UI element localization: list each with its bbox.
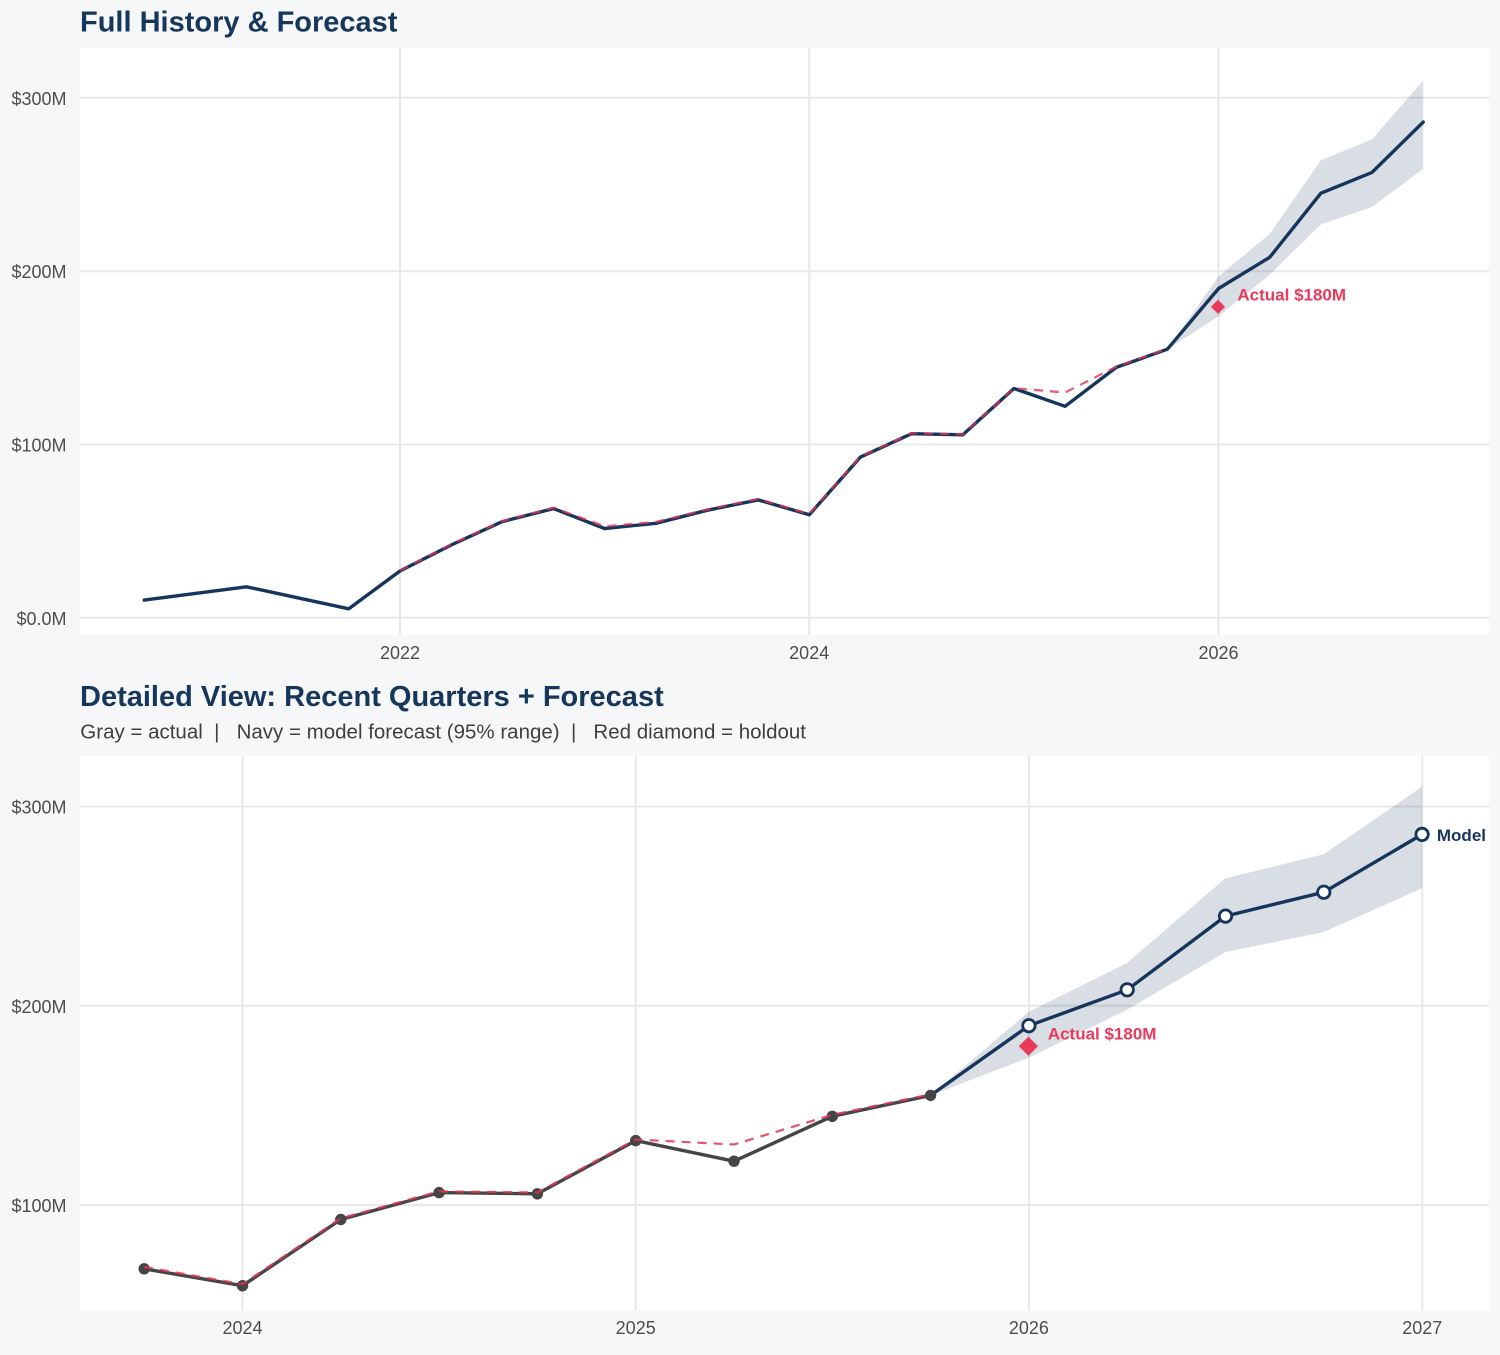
svg-text:2024: 2024 (222, 1318, 262, 1338)
svg-text:$200M: $200M (11, 262, 66, 282)
svg-text:Full History & Forecast: Full History & Forecast (80, 6, 398, 38)
svg-text:2027: 2027 (1402, 1318, 1442, 1338)
svg-text:$300M: $300M (11, 89, 66, 109)
svg-text:Gray = actual | Navy = mode: Gray = actual | Navy = model forecast (9… (80, 721, 806, 744)
svg-text:Actual $180M: Actual $180M (1048, 1025, 1157, 1044)
svg-text:2025: 2025 (616, 1318, 656, 1338)
svg-text:2026: 2026 (1009, 1318, 1049, 1338)
svg-text:$0.0M: $0.0M (16, 609, 66, 629)
svg-text:$100M: $100M (11, 1196, 66, 1216)
svg-text:$100M: $100M (11, 436, 66, 456)
svg-text:Actual $180M: Actual $180M (1237, 285, 1346, 304)
svg-text:2026: 2026 (1198, 643, 1238, 663)
svg-text:Model: Model (1437, 826, 1486, 845)
svg-text:2022: 2022 (380, 643, 420, 663)
svg-text:2024: 2024 (789, 643, 829, 663)
svg-text:Detailed View: Recent Quarters: Detailed View: Recent Quarters + Forecas… (80, 681, 664, 713)
svg-text:$300M: $300M (11, 798, 66, 818)
svg-text:$200M: $200M (11, 997, 66, 1017)
